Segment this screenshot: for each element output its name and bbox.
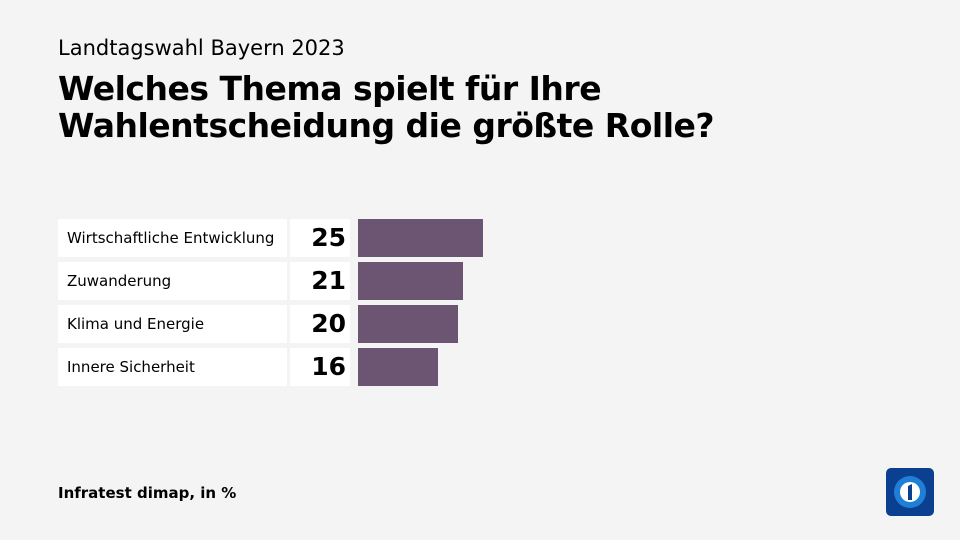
logo (886, 468, 934, 516)
bar-row: Innere Sicherheit 16 (58, 348, 658, 386)
bar-row: Wirtschaftliche Entwicklung 25 (58, 219, 658, 257)
bar (358, 305, 458, 343)
category-label: Wirtschaftliche Entwicklung (58, 219, 287, 257)
bar (358, 262, 463, 300)
category-label: Klima und Energie (58, 305, 287, 343)
value-label: 21 (290, 262, 350, 300)
subtitle: Landtagswahl Bayern 2023 (58, 36, 345, 60)
category-label: Innere Sicherheit (58, 348, 287, 386)
bar (358, 219, 483, 257)
value-label: 25 (290, 219, 350, 257)
source: Infratest dimap, in % (58, 484, 237, 502)
category-label: Zuwanderung (58, 262, 287, 300)
chart-title: Welches Thema spielt für Ihre Wahlentsch… (58, 69, 715, 145)
bar (358, 348, 438, 386)
value-label: 20 (290, 305, 350, 343)
bar-row: Zuwanderung 21 (58, 262, 658, 300)
value-label: 16 (290, 348, 350, 386)
bar-row: Klima und Energie 20 (58, 305, 658, 343)
